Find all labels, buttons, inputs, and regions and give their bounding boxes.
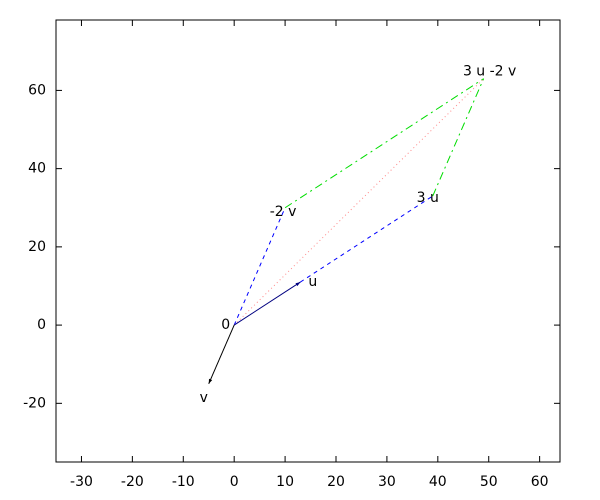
point-label: -2 v bbox=[270, 204, 297, 220]
x-tick-label: -20 bbox=[121, 474, 144, 490]
x-tick-label: 50 bbox=[480, 474, 498, 490]
y-tick-label: 40 bbox=[28, 161, 46, 177]
y-tick-label: -20 bbox=[23, 395, 46, 411]
vector bbox=[233, 281, 301, 326]
y-tick-label: 60 bbox=[28, 82, 46, 98]
x-tick-label: 30 bbox=[378, 474, 396, 490]
point-label: v bbox=[200, 390, 208, 406]
guide-line bbox=[300, 195, 433, 283]
arrowhead bbox=[208, 378, 213, 384]
y-tick-label: 0 bbox=[37, 317, 46, 333]
guide-line bbox=[233, 78, 484, 326]
plot-frame bbox=[55, 19, 561, 463]
point-label: u bbox=[308, 274, 317, 290]
point-label: 3 u -2 v bbox=[463, 64, 516, 80]
x-tick-label: 10 bbox=[276, 474, 294, 490]
guide-line bbox=[284, 78, 484, 209]
y-tick-label: 20 bbox=[28, 239, 46, 255]
point-label: 3 u bbox=[417, 190, 439, 206]
x-tick-label: -10 bbox=[172, 474, 195, 490]
vector bbox=[208, 324, 235, 384]
point-label: 0 bbox=[221, 317, 230, 333]
x-tick-label: 40 bbox=[429, 474, 447, 490]
guide-line bbox=[432, 78, 485, 197]
x-tick-label: 20 bbox=[327, 474, 345, 490]
x-tick-label: 0 bbox=[230, 474, 239, 490]
x-tick-label: 60 bbox=[531, 474, 549, 490]
arrowhead bbox=[295, 282, 301, 287]
x-tick-label: -30 bbox=[70, 474, 93, 490]
guide-line bbox=[233, 207, 286, 326]
